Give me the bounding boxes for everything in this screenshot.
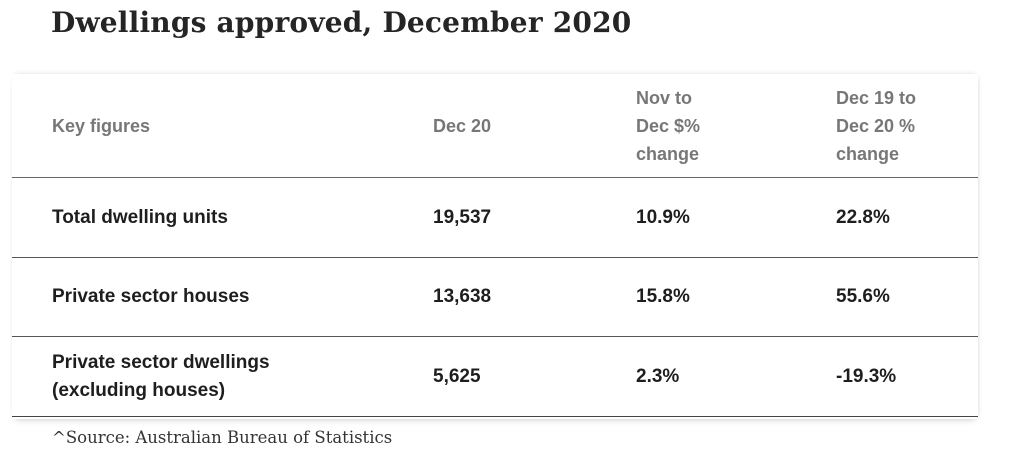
table-row: Private sector houses 13,638 15.8% 55.6% xyxy=(12,258,978,337)
monthly-change-value: 15.8% xyxy=(636,286,690,307)
row-label: Private sector dwellings (excluding hous… xyxy=(52,351,270,401)
column-header-key-figures: Key figures xyxy=(52,115,151,136)
dec-20-value: 13,638 xyxy=(433,286,492,307)
source-note: ^Source: Australian Bureau of Statistics xyxy=(52,428,393,447)
column-header-dec-20: Dec 20 xyxy=(433,115,492,136)
key-figures-table: Key figures Dec 20 Nov to Dec $% change … xyxy=(12,74,978,419)
table-header-row: Key figures Dec 20 Nov to Dec $% change … xyxy=(12,74,978,178)
dec-20-value: 19,537 xyxy=(433,206,492,228)
dec-20-value: 5,625 xyxy=(433,365,481,387)
annual-change-value: -19.3% xyxy=(836,365,897,387)
page-title: Dwellings approved, December 2020 xyxy=(51,6,632,39)
table-row: Total dwelling units 19,537 10.9% 22.8% xyxy=(12,178,978,258)
column-header-monthly-change: Nov to Dec $% change xyxy=(636,87,701,164)
monthly-change-value: 10.9% xyxy=(636,206,690,228)
row-label: Total dwelling units xyxy=(52,206,228,228)
table-row: Private sector dwellings (excluding hous… xyxy=(12,337,978,417)
annual-change-value: 55.6% xyxy=(836,286,890,307)
row-label: Private sector houses xyxy=(52,286,250,307)
monthly-change-value: 2.3% xyxy=(636,365,680,387)
annual-change-value: 22.8% xyxy=(836,206,890,228)
column-header-annual-change: Dec 19 to Dec 20 % change xyxy=(836,87,917,164)
